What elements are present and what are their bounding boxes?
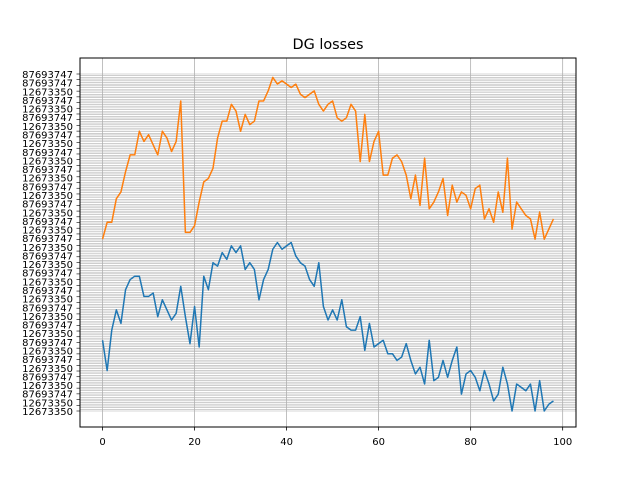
y-tick-label: 12673350 <box>22 260 73 271</box>
y-tick-label: 12673350 <box>22 174 73 185</box>
x-tick-label: 60 <box>372 437 385 448</box>
y-tick-label: 12673350 <box>22 208 73 219</box>
x-tick-label: 100 <box>553 437 572 448</box>
y-grid-lines <box>80 73 576 412</box>
y-tick-label: 87693747 <box>22 321 73 332</box>
x-tick-label: 20 <box>188 437 201 448</box>
x-tick-label: 0 <box>99 437 105 448</box>
y-tick-label: 12673350 <box>22 277 73 288</box>
y-tick-label: 87693747 <box>22 372 73 383</box>
y-tick-label: 87693747 <box>22 251 73 262</box>
y-tick-label: 12673350 <box>22 156 73 167</box>
y-tick-label: 12673350 <box>22 243 73 254</box>
y-tick-label: 87693747 <box>22 269 73 280</box>
y-tick-label: 87693747 <box>22 217 73 228</box>
y-tick-label: 12673350 <box>22 87 73 98</box>
y-tick-label: 12673350 <box>22 329 73 340</box>
y-tick-label: 87693747 <box>22 130 73 141</box>
y-tick-label: 12673350 <box>22 398 73 409</box>
y-axis: 1267335012673350876937471267335087693747… <box>22 70 80 418</box>
y-tick-label: 87693747 <box>22 113 73 124</box>
y-tick-label: 87693747 <box>22 79 73 90</box>
y-tick-label: 87693747 <box>22 96 73 107</box>
x-tick-label: 80 <box>464 437 477 448</box>
y-tick-label: 87693747 <box>22 200 73 211</box>
y-tick-label: 87693747 <box>22 234 73 245</box>
y-tick-label: 12673350 <box>22 347 73 358</box>
chart-title: DG losses <box>293 37 364 53</box>
y-tick-label: 87693747 <box>22 70 73 81</box>
y-tick-label: 87693747 <box>22 286 73 297</box>
y-tick-label: 12673350 <box>22 122 73 133</box>
y-tick-label: 12673350 <box>22 364 73 375</box>
y-tick-label: 87693747 <box>22 182 73 193</box>
y-tick-label: 12673350 <box>22 226 73 237</box>
y-tick-label: 87693747 <box>22 390 73 401</box>
y-tick-label: 12673350 <box>22 312 73 323</box>
series-line-1 <box>101 76 555 240</box>
series-lines <box>101 76 555 412</box>
series-line-2 <box>101 241 554 412</box>
x-grid-lines <box>102 58 564 427</box>
y-tick-label: 12673350 <box>22 105 73 116</box>
y-tick-label: 87693747 <box>22 338 73 349</box>
y-tick-label: 12673350 <box>22 191 73 202</box>
y-tick-label: 12673350 <box>22 295 73 306</box>
x-axis: 0 20 40 60 80 100 <box>99 427 572 448</box>
y-tick-label: 87693747 <box>22 165 73 176</box>
plot-frame <box>79 57 577 428</box>
y-tick-label: 12673350 <box>22 139 73 150</box>
y-tick-label: 12673350 <box>22 407 73 418</box>
y-tick-label: 12673350 <box>22 381 73 392</box>
y-tick-label: 87693747 <box>22 355 73 366</box>
y-tick-label: 87693747 <box>22 148 73 159</box>
y-tick-label: 87693747 <box>22 303 73 314</box>
x-tick-label: 40 <box>280 437 293 448</box>
